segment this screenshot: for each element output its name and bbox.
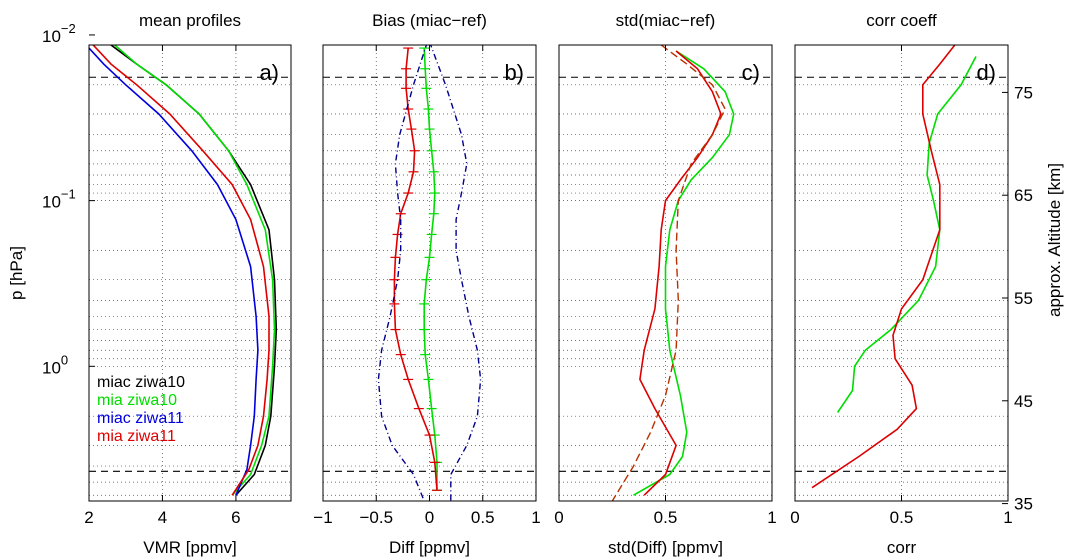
series-group (89, 45, 278, 496)
x-axis-label: corr (887, 538, 917, 557)
legend-entry: miac ziwa10 (97, 374, 185, 391)
series-line-miac-ziwa11 (89, 47, 259, 496)
y-axis-label: p [hPa] (7, 246, 26, 300)
series-group (811, 45, 977, 489)
x-tick-label: 0.5 (654, 508, 678, 527)
axes-frame (88, 44, 292, 502)
right-tick-label: 45 (1014, 392, 1033, 411)
y-tick-label: 100 (42, 352, 68, 377)
right-tick-label: 35 (1014, 495, 1033, 514)
panel-letter: d) (976, 60, 996, 85)
x-tick-label: 0 (425, 508, 434, 527)
x-tick-label: 2 (84, 508, 93, 527)
y-tick-label: 10−2 (42, 21, 76, 46)
series-line-envelope (429, 45, 482, 501)
y-tick-label: 10−1 (42, 187, 76, 212)
panel-d: 0 0.5 1 corr coeff corr d) 75 65 55 45 35 (790, 11, 1033, 557)
panel-title: std(miac−ref) (616, 11, 716, 30)
legend-entry: miac ziwa11 (97, 410, 184, 427)
right-tick-label: 55 (1014, 289, 1033, 308)
plot-area (89, 45, 291, 501)
right-axis-label: approx. Altitude [km] (1045, 163, 1064, 317)
x-tick-label: −1 (313, 508, 332, 527)
series-line-envelope (377, 45, 428, 501)
x-tick-label: 4 (158, 508, 167, 527)
x-tick-label: 1 (767, 508, 776, 527)
x-axis-label: VMR [ppmv] (143, 538, 237, 557)
series-group (611, 45, 735, 501)
panel-a: 2 4 6 mean profiles VMR [ppmv] a) 10−2 10−1 100 m… (42, 11, 292, 557)
x-axis-label: std(Diff) [ppmv] (608, 538, 723, 557)
series-line-mia-ziwa10 (114, 45, 276, 496)
panel-letter: c) (742, 60, 760, 85)
x-tick-label: 0.5 (471, 508, 495, 527)
right-tick-label: 75 (1014, 83, 1033, 102)
panel-letter: a) (259, 60, 279, 85)
panel-title: corr coeff (866, 11, 937, 30)
series-line-mia-ziwa11 (393, 48, 438, 491)
x-tick-label: 1 (1003, 508, 1012, 527)
x-tick-label: 1 (531, 508, 540, 527)
panel-title: mean profiles (139, 11, 241, 30)
legend-entry: mia ziwa10 (97, 392, 177, 409)
series-line-mia-ziwa10 (423, 48, 438, 491)
series-line-mia-ziwa11 (811, 45, 956, 489)
panel-title: Bias (miac−ref) (372, 11, 487, 30)
x-axis-label: Diff [ppmv] (389, 538, 470, 557)
series-line-mia-ziwa10 (633, 50, 735, 496)
legend-entry: mia ziwa11 (97, 428, 176, 445)
series-line-mia-ziwa10 (836, 56, 977, 413)
series-line-mia-ziwa11 (92, 45, 270, 496)
panel-b: −1 −0.5 0 0.5 1 Bias (miac−ref) Diff [ppmv] b) (313, 11, 540, 557)
series-line-envelope (611, 45, 726, 501)
x-tick-label: 0 (790, 508, 799, 527)
series-line-mia-ziwa11 (639, 50, 722, 496)
panel-letter: b) (504, 60, 524, 85)
series-group (377, 45, 482, 501)
x-tick-label: −0.5 (359, 508, 393, 527)
x-tick-label: 0 (554, 508, 563, 527)
panel-c: 0 0.5 1 std(miac−ref) std(Diff) [ppmv] c) (554, 11, 776, 557)
x-tick-label: 6 (231, 508, 240, 527)
x-tick-label: 0.5 (890, 508, 914, 527)
right-tick-label: 65 (1014, 186, 1033, 205)
